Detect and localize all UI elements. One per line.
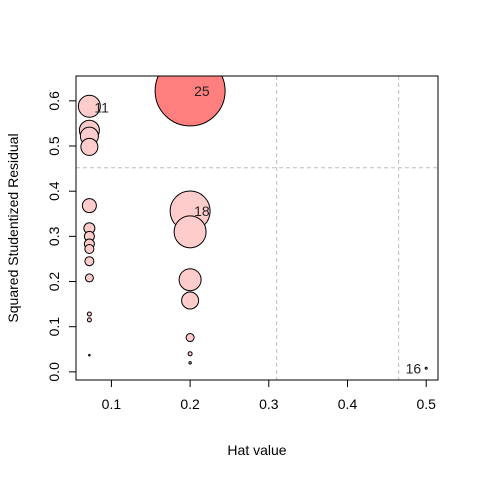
y-tick-label: 0.5	[46, 136, 62, 156]
data-point-bubble	[188, 361, 192, 365]
data-point-bubble	[88, 353, 91, 357]
y-tick-label: 0.3	[46, 226, 62, 246]
data-point-bubble	[84, 273, 94, 283]
data-point-bubble	[77, 94, 101, 118]
x-tick-label: 0.4	[338, 396, 358, 412]
data-point-bubble	[84, 244, 95, 255]
data-point-bubble	[178, 268, 202, 292]
x-tick-label: 0.3	[259, 396, 279, 412]
y-tick-label: 0.6	[46, 91, 62, 111]
data-point-bubble	[181, 291, 200, 310]
data-point-bubble	[185, 333, 195, 343]
data-point-bubble	[86, 311, 92, 317]
data-point-bubble	[86, 317, 92, 323]
x-axis-label: Hat value	[227, 442, 286, 458]
data-point-bubble	[154, 76, 226, 127]
y-axis: 0.0 0.1 0.2 0.3 0.4 0.5 0.6	[46, 91, 77, 382]
point-label: 11	[94, 99, 109, 115]
y-axis-label: Squared Studentized Residual	[5, 133, 21, 322]
bubbles	[77, 76, 428, 370]
data-point-bubble	[173, 215, 207, 249]
y-tick-label: 0.0	[46, 362, 62, 382]
data-point-bubble	[80, 137, 99, 156]
x-tick-label: 0.1	[102, 396, 122, 412]
point-labels: 25 11 18 16	[94, 83, 421, 376]
x-tick-label: 0.5	[416, 396, 436, 412]
data-point-bubble	[81, 198, 97, 214]
data-point-bubble	[84, 256, 95, 267]
x-axis: 0.1 0.2 0.3 0.4 0.5	[102, 379, 436, 412]
y-tick-label: 0.2	[46, 272, 62, 292]
point-label: 18	[194, 203, 210, 219]
data-point-bubble	[187, 351, 193, 357]
plot-frame	[75, 75, 439, 381]
data-point-bubble	[424, 366, 428, 370]
point-label: 16	[406, 360, 422, 376]
y-tick-label: 0.1	[46, 317, 62, 337]
y-tick-label: 0.4	[46, 181, 62, 201]
reference-lines	[76, 76, 438, 380]
x-tick-label: 0.2	[180, 396, 200, 412]
point-label: 25	[194, 83, 210, 99]
